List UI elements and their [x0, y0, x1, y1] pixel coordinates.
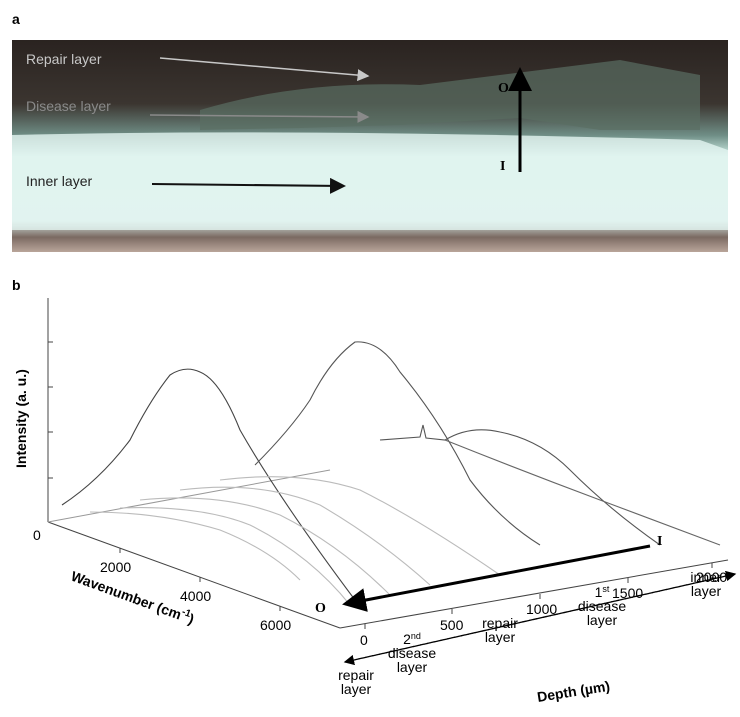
- layer-arrows: [343, 570, 737, 666]
- photo-detail: [12, 132, 728, 230]
- layer-label: repair: [482, 615, 518, 631]
- tick-label: 6000: [260, 617, 291, 633]
- tick-label: 0: [360, 632, 368, 648]
- layer-label: 2nd: [403, 631, 421, 647]
- photo-detail: [200, 60, 700, 130]
- layer-label: inner: [690, 569, 721, 585]
- depth-axis-label: Depth (µm): [536, 678, 611, 705]
- spectrum: [61, 341, 721, 606]
- panel-label: a: [12, 11, 20, 27]
- tick-label: 2000: [100, 559, 131, 575]
- panel-label: b: [12, 277, 21, 293]
- marker-label: O: [498, 81, 509, 96]
- marker-label: O: [315, 601, 326, 616]
- ordinal-suffix: nd: [411, 631, 421, 641]
- layer-label: repair: [338, 667, 374, 683]
- marker-label: I: [657, 534, 662, 549]
- tick-label: 4000: [180, 588, 211, 604]
- layer-label: layer: [691, 583, 722, 599]
- layer-label: disease: [578, 598, 626, 614]
- ordinal-suffix: st: [602, 584, 610, 594]
- layer-label: layer: [587, 612, 618, 628]
- arrow: [159, 57, 370, 82]
- tick-label: 500: [440, 617, 464, 633]
- axes: [47, 298, 729, 629]
- ordinal: 2: [403, 631, 411, 647]
- tick-label: 1000: [526, 601, 557, 617]
- tick-label: 0: [33, 527, 41, 543]
- y-axis-label: Intensity (a. u.): [13, 369, 29, 468]
- annotation: Repair layer: [26, 51, 102, 67]
- depth-arrow: [342, 544, 651, 612]
- layer-label: 1st: [595, 584, 610, 600]
- layer-label: layer: [485, 629, 516, 645]
- x-axis-label: Wavenumber (cm-1): [69, 567, 197, 627]
- marker-label: I: [500, 159, 505, 174]
- arrow: [149, 110, 370, 123]
- annotation: Disease layer: [26, 98, 111, 114]
- annotation: Inner layer: [26, 173, 92, 189]
- layer-label: layer: [397, 659, 428, 675]
- ordinal: 1: [595, 584, 603, 600]
- layer-label: layer: [341, 681, 372, 697]
- arrow: [151, 177, 346, 194]
